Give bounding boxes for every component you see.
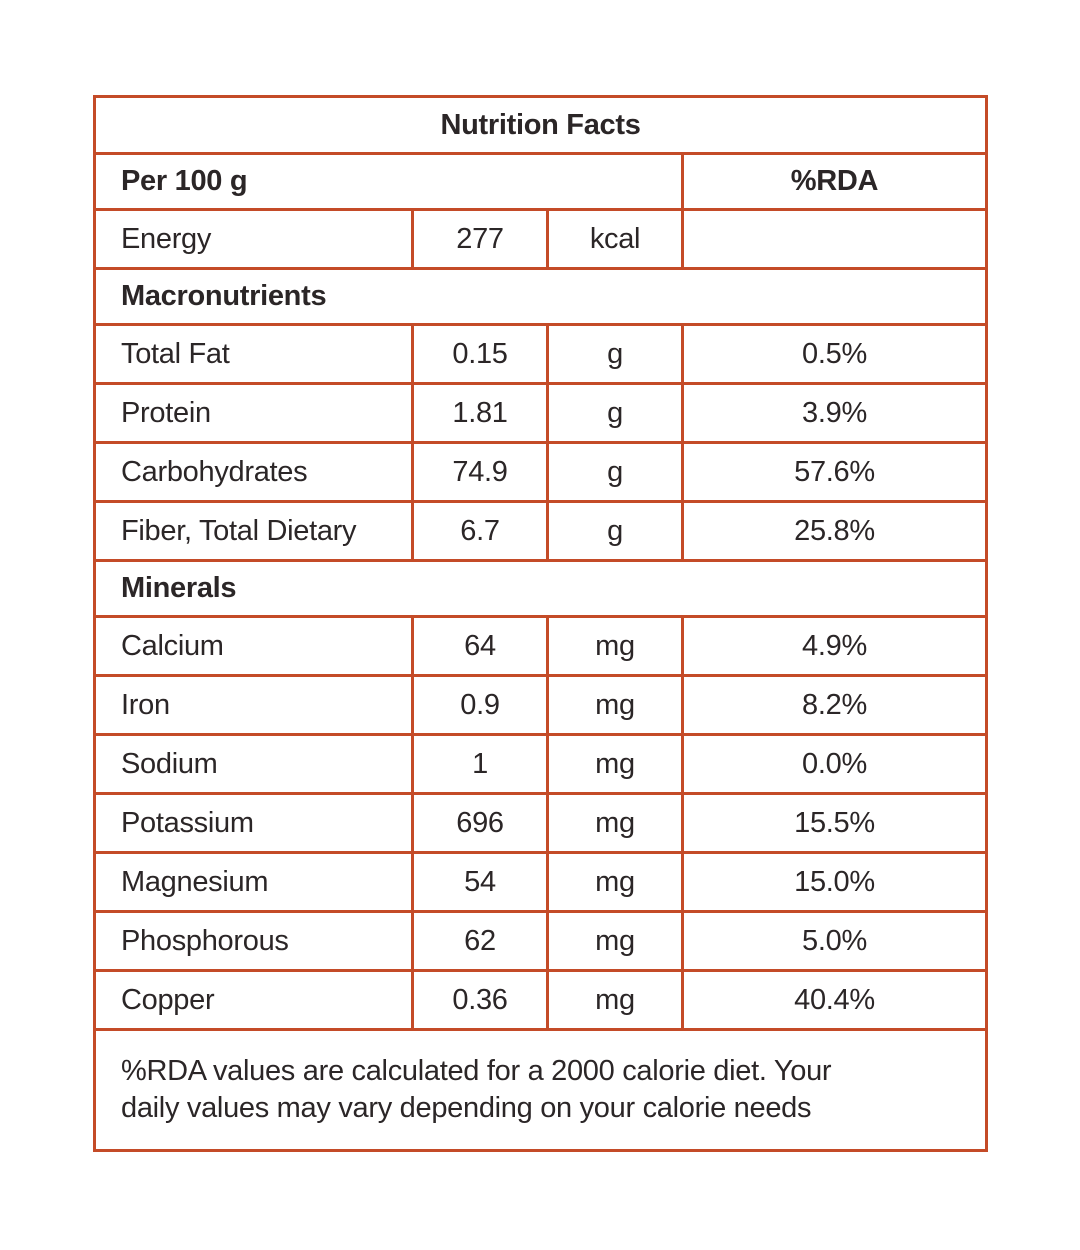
nutrient-row-energy: Energy 277 kcal (93, 208, 988, 270)
title-row: Nutrition Facts (93, 95, 988, 155)
nutrient-value: 696 (411, 792, 549, 854)
nutrient-unit: mg (546, 851, 684, 913)
nutrient-unit: mg (546, 674, 684, 736)
nutrient-value: 1.81 (411, 382, 549, 444)
nutrient-label: Phosphorous (93, 910, 414, 972)
nutrient-rda: 40.4% (681, 969, 988, 1031)
nutrient-rda: 25.8% (681, 500, 988, 562)
nutrient-row: Fiber, Total Dietary 6.7 g 25.8% (93, 500, 988, 562)
nutrient-rda: 57.6% (681, 441, 988, 503)
nutrient-value: 64 (411, 615, 549, 677)
nutrient-value: 0.36 (411, 969, 549, 1031)
nutrient-unit: mg (546, 733, 684, 795)
nutrient-row: Carbohydrates 74.9 g 57.6% (93, 441, 988, 503)
serving-size-header: Per 100 g (93, 152, 684, 211)
nutrient-rda: 15.5% (681, 792, 988, 854)
nutrient-label: Energy (93, 208, 414, 270)
nutrient-value: 54 (411, 851, 549, 913)
nutrient-label: Magnesium (93, 851, 414, 913)
nutrient-rda: 4.9% (681, 615, 988, 677)
nutrient-label: Total Fat (93, 323, 414, 385)
nutrient-row: Iron 0.9 mg 8.2% (93, 674, 988, 736)
nutrient-value: 62 (411, 910, 549, 972)
nutrient-label: Iron (93, 674, 414, 736)
nutrient-unit: g (546, 323, 684, 385)
footnote-line-1: %RDA values are calculated for a 2000 ca… (121, 1055, 832, 1087)
nutrient-value: 0.9 (411, 674, 549, 736)
nutrient-label: Potassium (93, 792, 414, 854)
nutrient-unit: mg (546, 615, 684, 677)
nutrient-unit: mg (546, 792, 684, 854)
nutrient-value: 74.9 (411, 441, 549, 503)
nutrient-row: Total Fat 0.15 g 0.5% (93, 323, 988, 385)
footnote-line-2: daily values may vary depending on your … (121, 1092, 812, 1124)
nutrient-row: Phosphorous 62 mg 5.0% (93, 910, 988, 972)
nutrient-row: Magnesium 54 mg 15.0% (93, 851, 988, 913)
nutrient-unit: g (546, 441, 684, 503)
nutrient-label: Copper (93, 969, 414, 1031)
nutrient-label: Calcium (93, 615, 414, 677)
rda-column-header: %RDA (681, 152, 988, 211)
nutrient-unit: mg (546, 910, 684, 972)
nutrient-unit: kcal (546, 208, 684, 270)
section-header-label: Minerals (93, 559, 988, 618)
nutrient-rda: 0.5% (681, 323, 988, 385)
nutrient-label: Protein (93, 382, 414, 444)
section-header-label: Macronutrients (93, 267, 988, 326)
nutrient-row: Calcium 64 mg 4.9% (93, 615, 988, 677)
nutrient-label: Fiber, Total Dietary (93, 500, 414, 562)
footnote-row: %RDA values are calculated for a 2000 ca… (93, 1028, 988, 1152)
section-header-row: Macronutrients (93, 267, 988, 326)
nutrient-rda: 15.0% (681, 851, 988, 913)
header-row: Per 100 g %RDA (93, 152, 988, 211)
nutrient-unit: g (546, 382, 684, 444)
footnote-text: %RDA values are calculated for a 2000 ca… (93, 1028, 988, 1152)
nutrition-facts-table: Nutrition Facts Per 100 g %RDA Energy 27… (93, 95, 988, 1152)
nutrient-value: 1 (411, 733, 549, 795)
nutrient-value: 277 (411, 208, 549, 270)
nutrient-value: 6.7 (411, 500, 549, 562)
nutrient-row: Protein 1.81 g 3.9% (93, 382, 988, 444)
nutrient-value: 0.15 (411, 323, 549, 385)
nutrient-unit: mg (546, 969, 684, 1031)
nutrient-rda: 8.2% (681, 674, 988, 736)
nutrient-rda: 5.0% (681, 910, 988, 972)
nutrient-label: Sodium (93, 733, 414, 795)
nutrient-rda: 0.0% (681, 733, 988, 795)
nutrient-unit: g (546, 500, 684, 562)
nutrient-row: Copper 0.36 mg 40.4% (93, 969, 988, 1031)
nutrient-label: Carbohydrates (93, 441, 414, 503)
nutrient-row: Sodium 1 mg 0.0% (93, 733, 988, 795)
section-header-row: Minerals (93, 559, 988, 618)
table-title: Nutrition Facts (93, 95, 988, 155)
nutrient-rda: 3.9% (681, 382, 988, 444)
nutrient-row: Potassium 696 mg 15.5% (93, 792, 988, 854)
nutrient-rda (681, 208, 988, 270)
